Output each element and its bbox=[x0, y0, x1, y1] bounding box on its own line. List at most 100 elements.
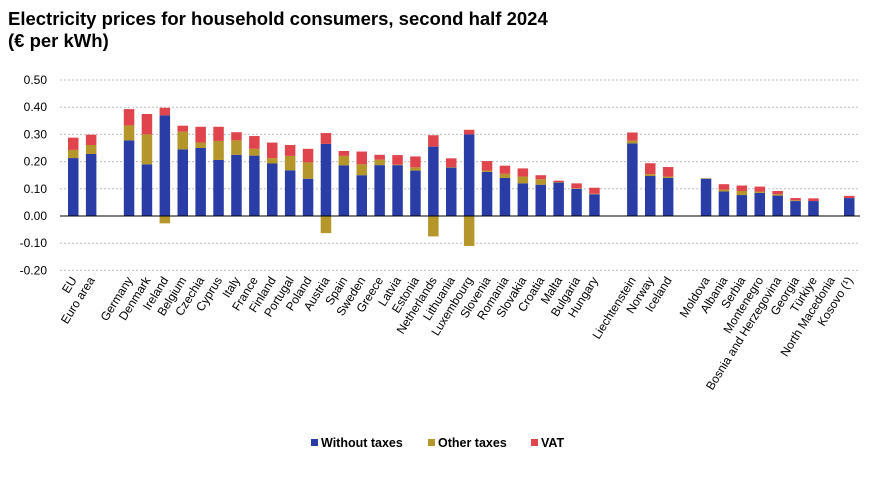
y-axis-tick-labels: -0.20 -0.10 0.00 0.10 0.20 0.30 0.40 0.50 bbox=[20, 73, 48, 277]
bar-without-taxes-malta bbox=[553, 182, 564, 216]
bar-other-taxes-poland bbox=[302, 162, 314, 179]
bar-without-taxes-liechtenstein bbox=[627, 143, 638, 216]
bar-vat-netherlands bbox=[428, 135, 439, 147]
bar-other-taxes-slovakia bbox=[517, 176, 529, 184]
bar-vat-estonia bbox=[410, 156, 421, 168]
bar-vat-germany bbox=[123, 109, 135, 126]
bar-without-taxes-latvia bbox=[392, 165, 403, 216]
bar-without-taxes-kosovo bbox=[844, 198, 855, 216]
legend-label-vat: VAT bbox=[541, 436, 565, 450]
bar-other-taxes-ireland bbox=[159, 216, 171, 224]
bar-vat-portugal bbox=[284, 145, 296, 156]
y-tick-label: -0.10 bbox=[20, 236, 48, 250]
bar-other-taxes-latvia bbox=[392, 164, 403, 166]
legend-swatch-other-taxes bbox=[428, 439, 435, 446]
bar-other-taxes-finland bbox=[267, 158, 278, 164]
bar-vat-norway bbox=[645, 163, 656, 175]
bar-without-taxes-spain bbox=[338, 165, 350, 216]
bar-without-taxes-croatia bbox=[535, 184, 546, 216]
bar-vat-albania bbox=[718, 184, 730, 190]
bar-without-taxes-poland bbox=[302, 178, 314, 216]
bar-vat-bulgaria bbox=[571, 183, 582, 189]
bar-without-taxes-iceland bbox=[662, 177, 674, 216]
bar-other-taxes-albania bbox=[718, 189, 730, 192]
bar-vat-liechtenstein bbox=[627, 132, 638, 141]
bar-vat-iceland bbox=[662, 167, 674, 177]
bar-vat-euro-area bbox=[85, 134, 97, 146]
bar-without-taxes-turkiye bbox=[808, 201, 819, 216]
y-tick-label: 0.40 bbox=[24, 100, 48, 114]
bar-other-taxes-belgium bbox=[177, 131, 188, 150]
bar-without-taxes-finland bbox=[267, 163, 278, 216]
bar-without-taxes-georgia bbox=[790, 201, 801, 216]
bar-without-taxes-slovakia bbox=[517, 183, 529, 216]
bar-other-taxes-croatia bbox=[535, 179, 546, 185]
bar-vat-georgia bbox=[790, 198, 801, 201]
bar-vat-montenegro bbox=[754, 186, 765, 192]
bar-other-taxes-estonia bbox=[410, 167, 421, 171]
bar-vat-turkiye bbox=[808, 198, 819, 202]
bar-other-taxes-spain bbox=[338, 155, 350, 166]
bar-vat-croatia bbox=[535, 175, 546, 180]
bar-other-taxes-liechtenstein bbox=[627, 140, 638, 144]
bar-vat-malta bbox=[553, 180, 564, 182]
bar-other-taxes-malta bbox=[553, 182, 564, 183]
y-tick-label: 0.00 bbox=[24, 209, 48, 223]
bar-without-taxes-greece bbox=[374, 165, 385, 216]
bar-vat-slovenia bbox=[481, 161, 493, 171]
bar-vat-bosnia-and-herzegovina bbox=[772, 190, 783, 195]
bar-without-taxes-cyprus bbox=[213, 159, 224, 216]
bars bbox=[68, 107, 855, 246]
bar-vat-poland bbox=[302, 148, 314, 163]
bar-other-taxes-germany bbox=[123, 125, 135, 141]
bar-without-taxes-denmark bbox=[141, 164, 153, 216]
legend-swatch-vat bbox=[531, 439, 538, 446]
bar-other-taxes-czechia bbox=[195, 142, 206, 148]
bar-other-taxes-cyprus bbox=[213, 140, 224, 160]
bar-without-taxes-romania bbox=[499, 177, 511, 216]
bar-without-taxes-czechia bbox=[195, 148, 206, 216]
bar-vat-sweden bbox=[356, 151, 367, 165]
bar-other-taxes-lithuania bbox=[446, 167, 457, 168]
bar-other-taxes-portugal bbox=[284, 155, 296, 171]
legend-label-other-taxes: Other taxes bbox=[438, 436, 507, 450]
bar-vat-cyprus bbox=[213, 126, 224, 141]
bar-vat-slovakia bbox=[517, 168, 529, 177]
bar-without-taxes-hungary bbox=[589, 194, 600, 216]
y-tick-label: -0.20 bbox=[20, 263, 48, 277]
y-tick-label: 0.50 bbox=[24, 73, 48, 87]
bar-without-taxes-austria bbox=[320, 143, 332, 216]
bar-without-taxes-belgium bbox=[177, 149, 188, 216]
bar-other-taxes-luxembourg bbox=[463, 216, 475, 246]
bar-without-taxes-netherlands bbox=[428, 146, 439, 216]
bar-vat-denmark bbox=[141, 114, 153, 135]
bar-other-taxes-greece bbox=[374, 159, 385, 166]
legend-swatch-without-taxes bbox=[311, 439, 318, 446]
bar-without-taxes-germany bbox=[123, 140, 135, 216]
bar-without-taxes-bulgaria bbox=[571, 188, 582, 216]
bar-other-taxes-eu bbox=[68, 149, 79, 159]
bar-vat-luxembourg bbox=[463, 129, 475, 135]
bar-other-taxes-hungary bbox=[589, 193, 600, 195]
bar-without-taxes-norway bbox=[645, 176, 656, 216]
y-tick-label: 0.10 bbox=[24, 182, 48, 196]
bar-other-taxes-euro-area bbox=[85, 145, 97, 154]
bar-without-taxes-sweden bbox=[356, 175, 367, 216]
bar-vat-kosovo bbox=[844, 195, 855, 199]
bar-without-taxes-lithuania bbox=[446, 167, 457, 216]
bar-without-taxes-portugal bbox=[284, 170, 296, 216]
bar-without-taxes-italy bbox=[231, 154, 242, 216]
bar-other-taxes-denmark bbox=[141, 134, 153, 165]
bar-without-taxes-estonia bbox=[410, 170, 421, 216]
bar-without-taxes-euro-area bbox=[85, 153, 97, 216]
bar-without-taxes-serbia bbox=[736, 195, 748, 216]
bar-vat-czechia bbox=[195, 126, 206, 143]
bar-other-taxes-moldova bbox=[700, 178, 712, 179]
bar-other-taxes-slovenia bbox=[481, 170, 493, 172]
bar-vat-finland bbox=[267, 142, 278, 159]
bar-vat-italy bbox=[231, 132, 242, 141]
legend-label-without-taxes: Without taxes bbox=[321, 436, 403, 450]
bar-other-taxes-norway bbox=[645, 174, 656, 177]
